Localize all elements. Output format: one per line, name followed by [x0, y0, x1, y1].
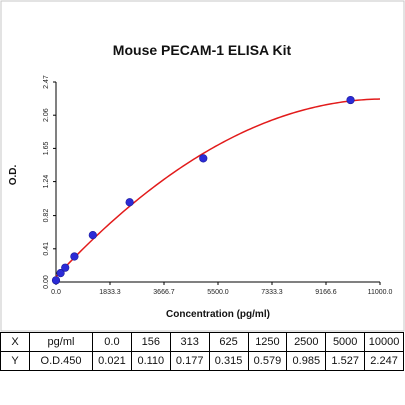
- x-tick-label: 7333.3: [261, 289, 283, 296]
- data-table: X pg/ml 0.0 156 313 625 1250 2500 5000 1…: [0, 332, 404, 371]
- data-point: [346, 95, 355, 105]
- data-point: [51, 276, 61, 285]
- y-tick-label: 1.65: [43, 141, 50, 155]
- plot-area: 0.00 0.41 0.82 1.24 1.65 2.06 2.47 0.0 1833.3 366…: [43, 75, 392, 296]
- y-tick-label: 1.24: [43, 175, 50, 189]
- data-point: [56, 268, 65, 278]
- table-cell: 5000: [325, 332, 366, 352]
- x-tick-label: 5500.0: [207, 289, 229, 296]
- table-cell: 625: [208, 332, 249, 352]
- fit-curve: [55, 98, 381, 278]
- row-unit: O.D.450: [29, 351, 93, 371]
- chart-title: Mouse PECAM-1 ELISA Kit: [113, 42, 292, 58]
- x-axis-title: Concentration (pg/ml): [166, 309, 270, 320]
- table-cell: 0.110: [130, 351, 171, 371]
- table-cell: 0.0: [92, 332, 132, 352]
- x-tick-label: 11000.0: [368, 289, 393, 296]
- table-cell: 0.021: [92, 351, 132, 371]
- table-row-y: Y O.D.450 0.021 0.110 0.177 0.315 0.579 …: [0, 351, 404, 371]
- table-cell: 0.579: [247, 351, 288, 371]
- y-tick-label: 0.41: [43, 242, 50, 256]
- table-cell: 156: [130, 332, 171, 352]
- table-cell: 1250: [247, 332, 288, 352]
- data-point: [70, 252, 79, 261]
- table-cell: 2500: [286, 332, 327, 352]
- table-row-x: X pg/ml 0.0 156 313 625 1250 2500 5000 1…: [0, 332, 404, 352]
- table-cell: 0.177: [169, 351, 210, 371]
- y-tick-label: 0.00: [43, 275, 50, 289]
- row-label: Y: [0, 351, 30, 371]
- x-tick-label: 0.0: [51, 289, 61, 296]
- table-cell: 313: [169, 332, 210, 352]
- y-tick-label: 0.82: [43, 209, 50, 223]
- y-tick-label: 2.06: [43, 108, 50, 122]
- x-tick-label: 9166.6: [315, 289, 337, 296]
- chart: Mouse PECAM-1 ELISA Kit O.D. Concentrati…: [0, 0, 405, 332]
- chart-frame: [0, 0, 405, 332]
- data-point: [199, 154, 208, 163]
- table-cell: 10000: [364, 332, 404, 352]
- x-tick-label: 3666.7: [153, 289, 175, 296]
- table-cell: 0.985: [286, 351, 327, 371]
- row-label: X: [0, 332, 30, 352]
- y-axis-title: O.D.: [8, 165, 19, 186]
- table-cell: 0.315: [208, 351, 249, 371]
- data-point: [88, 231, 97, 240]
- y-tick-label: 2.47: [43, 75, 50, 89]
- table-cell: 1.527: [325, 351, 366, 371]
- row-unit: pg/ml: [29, 332, 93, 352]
- table-cell: 2.247: [364, 351, 404, 371]
- data-point: [61, 263, 70, 272]
- x-tick-label: 1833.3: [99, 289, 121, 296]
- data-point: [125, 198, 134, 207]
